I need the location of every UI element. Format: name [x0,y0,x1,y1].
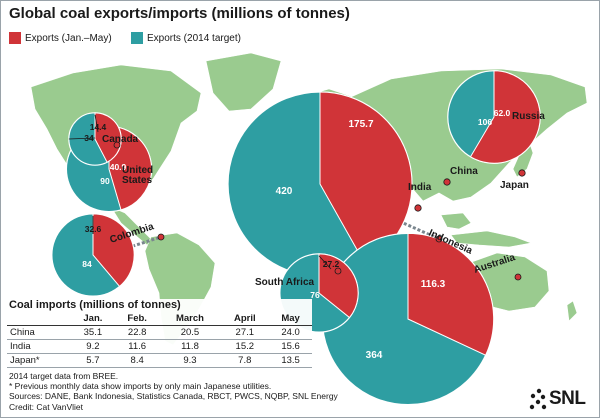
port-marker-colombia [157,233,165,241]
pie-australia: 116.3 364 [321,232,495,406]
table-cell: 22.8 [114,325,160,340]
table-cell: 24.0 [269,325,312,340]
legend-label-jan-may: Exports (Jan.–May) [25,33,112,44]
pie-slice-jan-may-canada [94,112,122,163]
importer-label-china: China [450,166,478,177]
table-cell: 8.4 [114,353,160,368]
port-marker-indonesia [435,235,443,243]
table-header-march: March [159,312,221,326]
footnote-credit: Credit: Cat VanVliet [9,401,84,412]
table-cell-country: India [7,339,71,354]
pie-label-jan-may-canada: 14.4 [90,122,107,132]
snl-logo-dots-icon [529,388,547,410]
pie-indonesia: 175.7 420 [227,91,413,277]
pie-label-jan-may-south-africa: 27.2 [323,259,340,269]
table-cell: 5.7 [71,353,115,368]
table-header-country [7,312,71,326]
port-marker-south-africa [334,267,342,275]
legend-label-target: Exports (2014 target) [147,33,241,44]
pie-slice-jan-may-south-africa [318,253,359,319]
table-cell: 20.5 [159,325,221,340]
footnote-sources: Sources: DANE, Bank Indonesia, Statistic… [9,391,338,402]
table-cell: 11.6 [114,339,160,354]
marker-china [443,178,451,186]
location-markers: China India Japan [113,141,529,281]
footnotes: 2014 target data from BREE. * Previous m… [9,371,338,412]
snl-logo: SNL [529,386,593,412]
pie-label-jan-may-australia: 116.3 [421,279,446,290]
table-cell: 27.1 [220,325,270,340]
pie-label-target-colombia: 84 [82,259,92,269]
table-cell: 9.3 [159,353,221,368]
pie-label-jan-may-indonesia: 175.7 [348,119,373,130]
marker-japan [518,169,526,177]
port-marker-canada [113,141,121,149]
country-label-south-africa: South Africa [255,277,315,288]
table-cell: 7.8 [220,353,270,368]
greenland [205,52,282,112]
table-header-may: May [269,312,312,326]
pie-label-jan-may-united-states: 40.9 [110,162,127,172]
table-row: China 35.1 22.8 20.5 27.1 24.0 [7,325,312,340]
pie-leader-line-south-africa [318,255,332,270]
country-label-russia: Russia [512,111,545,122]
new-zealand [566,300,578,322]
pie-slice-jan-may-australia [407,232,495,356]
country-label-united-states: United States [122,165,153,186]
snl-logo-text: SNL [549,388,586,409]
table-cell: 15.6 [269,339,312,354]
footnote-japan: * Previous monthly data show imports by … [9,381,272,392]
pie-leader-line-canada [94,114,99,133]
table-row: Japan* 5.7 8.4 9.3 7.8 13.5 [7,353,312,368]
legend-item-jan-may: Exports (Jan.–May) [9,32,112,45]
legend-swatch-target [131,32,143,45]
pie-label-target-south-africa: 76 [310,290,320,300]
table-cell: 15.2 [220,339,270,354]
table-header-row: Jan. Feb. March April May [7,312,312,326]
table-cell: 9.2 [71,339,115,354]
legend-item-target: Exports (2014 target) [131,32,241,45]
table-row: India 9.2 11.6 11.8 15.2 15.6 [7,339,312,354]
pie-label-jan-may-russia: 62.0 [494,108,511,118]
pie-label-target-indonesia: 420 [276,186,293,197]
table-header-jan: Jan. [71,312,115,326]
marker-india [414,204,422,212]
indonesia-islands [450,230,533,248]
southeast-asia-islands [440,212,472,230]
chart-title: Global coal exports/imports (millions of… [9,5,350,22]
table-cell-country: China [7,325,71,340]
pie-label-target-russia: 106 [478,117,492,127]
pie-leader-line-target-canada [68,137,96,140]
table-cell: 35.1 [71,325,115,340]
table-cell: 11.8 [159,339,221,354]
pie-canada: 14.434 [68,112,122,166]
pie-label-target-united-states: 90 [100,176,110,186]
pie-slice-jan-may-russia [469,70,541,164]
coal-imports-table: Coal imports (millions of tonnes) Jan. F… [7,299,312,368]
imports-table: Jan. Feb. March April May China 35.1 22.… [7,312,312,368]
footnote-target-source: 2014 target data from BREE. [9,371,119,381]
country-label-canada: Canada [102,134,139,145]
pie-colombia: 32.684 [51,213,135,297]
port-marker-australia [514,273,522,281]
table-header-feb: Feb. [114,312,160,326]
importer-label-india: India [408,182,432,193]
imports-table-title: Coal imports (millions of tonnes) [9,299,181,311]
importer-label-japan: Japan [500,180,529,191]
table-header-april: April [220,312,270,326]
table-cell: 13.5 [269,353,312,368]
table-cell-country: Japan* [7,353,71,368]
pie-slice-jan-may-colombia [92,213,135,288]
legend-swatch-jan-may [9,32,21,45]
pie-label-target-australia: 364 [366,350,383,361]
